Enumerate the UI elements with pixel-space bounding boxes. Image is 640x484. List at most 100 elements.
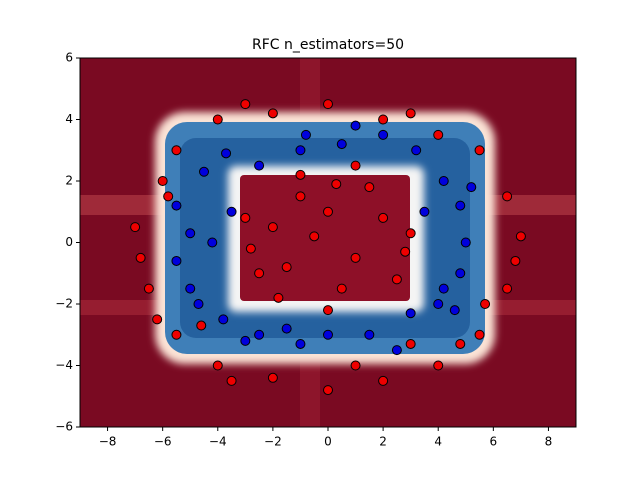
point bbox=[193, 299, 204, 309]
point bbox=[212, 114, 223, 125]
point bbox=[185, 283, 196, 294]
point bbox=[199, 166, 209, 177]
point bbox=[331, 179, 342, 190]
point bbox=[143, 283, 154, 294]
point bbox=[295, 191, 306, 202]
y-tick-label: −2 bbox=[55, 297, 73, 311]
point bbox=[460, 237, 471, 248]
point bbox=[364, 182, 375, 193]
decision-surface bbox=[80, 58, 576, 427]
point bbox=[267, 372, 278, 383]
point bbox=[267, 222, 278, 233]
point bbox=[411, 145, 422, 156]
x-tick-label: −2 bbox=[264, 435, 282, 449]
point bbox=[433, 129, 444, 140]
point bbox=[510, 255, 521, 266]
point bbox=[502, 283, 513, 294]
point bbox=[350, 160, 361, 171]
point bbox=[273, 292, 284, 303]
x-tick-label: −4 bbox=[209, 435, 227, 449]
point bbox=[240, 99, 251, 110]
point bbox=[449, 305, 460, 316]
y-tick-label: −6 bbox=[55, 420, 73, 434]
point bbox=[336, 139, 347, 150]
point bbox=[254, 160, 265, 171]
point bbox=[323, 329, 333, 340]
point bbox=[502, 191, 513, 202]
point bbox=[433, 360, 444, 371]
y-tick-label: 4 bbox=[65, 112, 73, 126]
point bbox=[391, 274, 402, 285]
x-tick-label: 6 bbox=[490, 435, 498, 449]
point bbox=[171, 329, 182, 340]
point bbox=[323, 206, 333, 217]
point bbox=[433, 299, 444, 309]
point bbox=[400, 246, 411, 257]
y-tick-label: 2 bbox=[65, 174, 73, 188]
point bbox=[364, 329, 375, 340]
point bbox=[455, 338, 466, 349]
point bbox=[378, 129, 389, 140]
point bbox=[163, 191, 174, 202]
point bbox=[438, 176, 449, 186]
point bbox=[323, 99, 333, 110]
point bbox=[157, 176, 168, 186]
point bbox=[405, 108, 416, 119]
point bbox=[135, 252, 146, 263]
y-tick-label: 6 bbox=[65, 51, 73, 65]
point bbox=[254, 268, 265, 279]
point bbox=[218, 314, 229, 325]
point bbox=[378, 114, 389, 125]
point bbox=[391, 345, 402, 356]
y-tick-label: 0 bbox=[65, 235, 73, 249]
point bbox=[212, 360, 223, 371]
point bbox=[378, 212, 389, 223]
point bbox=[350, 360, 361, 371]
point bbox=[226, 375, 237, 386]
y-tick-label: −4 bbox=[55, 358, 73, 372]
x-tick-label: 4 bbox=[434, 435, 442, 449]
point bbox=[466, 182, 477, 193]
point bbox=[185, 228, 196, 239]
point bbox=[336, 283, 347, 294]
point bbox=[254, 329, 265, 340]
point bbox=[245, 243, 256, 254]
point bbox=[405, 228, 416, 239]
point bbox=[281, 262, 292, 273]
x-tick-label: 2 bbox=[379, 435, 387, 449]
point bbox=[405, 308, 416, 319]
point bbox=[300, 129, 311, 140]
point bbox=[240, 335, 251, 346]
point bbox=[295, 169, 306, 180]
point bbox=[480, 299, 491, 309]
point bbox=[515, 231, 526, 242]
point bbox=[438, 283, 449, 294]
point bbox=[171, 200, 182, 211]
point bbox=[474, 329, 485, 340]
point bbox=[419, 206, 430, 217]
point bbox=[130, 222, 141, 233]
point bbox=[240, 212, 251, 223]
point bbox=[171, 255, 182, 266]
point bbox=[171, 145, 182, 156]
point bbox=[323, 385, 333, 396]
chart-title: RFC n_estimators=50 bbox=[252, 37, 404, 53]
point bbox=[221, 148, 232, 159]
point bbox=[281, 323, 292, 334]
point bbox=[295, 338, 306, 349]
point bbox=[350, 120, 361, 131]
point bbox=[226, 206, 237, 217]
point bbox=[267, 108, 278, 119]
point bbox=[350, 252, 361, 263]
x-tick-label: 8 bbox=[545, 435, 553, 449]
x-tick-label: −6 bbox=[154, 435, 172, 449]
point bbox=[207, 237, 218, 248]
point bbox=[323, 305, 333, 316]
point bbox=[378, 375, 389, 386]
point bbox=[474, 145, 485, 156]
point bbox=[309, 231, 320, 242]
point bbox=[152, 314, 163, 325]
point bbox=[196, 320, 207, 331]
x-tick-label: −8 bbox=[99, 435, 117, 449]
